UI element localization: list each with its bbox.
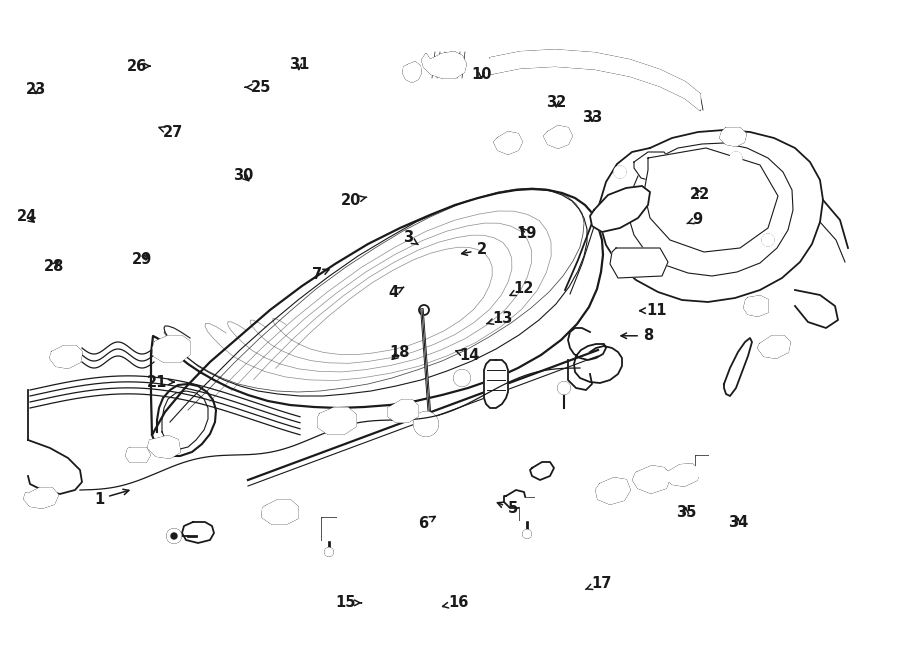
Polygon shape [148,436,180,458]
Polygon shape [126,448,150,462]
Text: 16: 16 [443,596,469,610]
Text: 24: 24 [17,210,37,224]
Polygon shape [610,248,668,278]
Text: 26: 26 [127,59,150,73]
Text: 1: 1 [94,489,129,506]
Bar [322,518,336,540]
Polygon shape [403,62,421,82]
Text: 29: 29 [132,253,152,267]
Text: 14: 14 [456,348,480,363]
Circle shape [167,529,181,543]
Polygon shape [544,126,572,148]
Bar [322,518,336,540]
Polygon shape [758,336,790,358]
Polygon shape [494,132,522,154]
Text: 23: 23 [26,82,46,97]
Text: 30: 30 [233,168,253,182]
Polygon shape [590,186,650,232]
Text: 33: 33 [582,110,602,125]
Text: 10: 10 [472,67,491,81]
Circle shape [762,234,774,246]
Polygon shape [596,478,630,504]
Polygon shape [530,462,554,480]
Circle shape [414,412,438,436]
Text: 20: 20 [341,194,366,208]
Text: 17: 17 [586,576,611,590]
Polygon shape [50,346,82,368]
Text: 4: 4 [388,286,404,300]
Bar [696,456,708,476]
Text: 9: 9 [687,212,703,227]
Text: 18: 18 [390,346,410,360]
Circle shape [698,458,706,466]
Text: 12: 12 [510,282,534,296]
Text: 31: 31 [289,58,309,72]
Bar [520,498,534,520]
Text: 28: 28 [44,259,64,274]
Circle shape [730,152,742,164]
Text: 32: 32 [546,95,566,110]
Circle shape [454,370,470,386]
Text: 5: 5 [498,502,518,516]
Polygon shape [634,152,672,182]
Bar [696,456,708,476]
Text: 15: 15 [336,596,362,610]
Polygon shape [262,500,298,524]
Polygon shape [24,488,58,508]
Text: 19: 19 [517,227,536,241]
Circle shape [523,530,531,538]
Text: 2: 2 [462,243,487,257]
Polygon shape [490,50,700,110]
Circle shape [558,382,570,394]
Polygon shape [724,338,752,396]
Polygon shape [182,522,214,543]
Circle shape [696,192,708,204]
Text: 11: 11 [640,303,667,318]
Circle shape [171,533,177,539]
Polygon shape [744,296,768,316]
Polygon shape [720,128,746,146]
Polygon shape [153,336,190,362]
Text: 35: 35 [676,505,696,520]
Circle shape [325,548,333,556]
Circle shape [614,166,626,178]
Text: 25: 25 [245,80,271,95]
Polygon shape [484,360,508,408]
Polygon shape [504,490,526,508]
Polygon shape [633,466,670,493]
Polygon shape [665,464,699,486]
Polygon shape [644,148,778,252]
Text: 22: 22 [690,187,710,202]
Text: 7: 7 [311,268,328,282]
Text: 3: 3 [402,231,418,245]
Polygon shape [388,400,418,422]
Polygon shape [422,52,466,78]
Text: 21: 21 [148,375,174,389]
Polygon shape [600,130,823,302]
Text: 13: 13 [487,311,512,326]
Text: 8: 8 [621,329,653,343]
Text: 6: 6 [418,516,436,531]
Text: 27: 27 [159,125,183,139]
Polygon shape [318,408,356,434]
Text: 34: 34 [728,515,748,529]
Bar [520,498,534,520]
